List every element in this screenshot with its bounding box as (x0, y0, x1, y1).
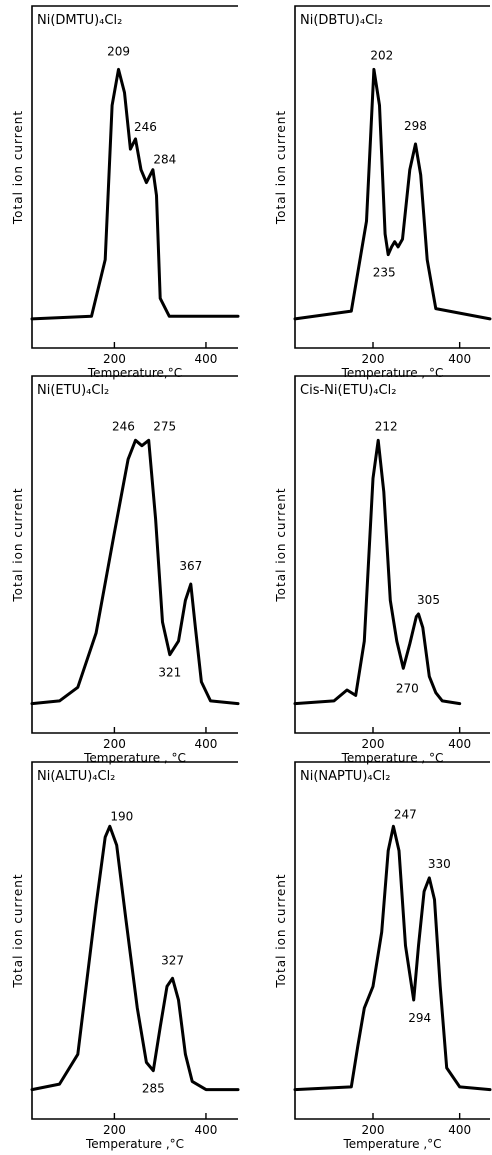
peak-label: 202 (370, 48, 393, 62)
chart-panel-3: Ni(ETU)₄Cl₂ Total ion current 200 400 Temper… (11, 375, 240, 765)
panel-title: Ni(DMTU)₄Cl₂ (37, 13, 122, 28)
peak-label: 235 (373, 266, 396, 280)
peak-label: 330 (428, 857, 451, 871)
panel-title: Ni(ALTU)₄Cl₂ (37, 769, 115, 784)
peak-label: 294 (408, 1011, 431, 1025)
peak-label: 321 (158, 666, 181, 680)
panel-title: Ni(DBTU)₄Cl₂ (300, 13, 383, 28)
peak-label: 246 (112, 419, 135, 433)
y-axis-label: Total ion current (274, 873, 288, 988)
x-tick-label: 400 (195, 352, 218, 366)
x-axis-label: Temperature,°C (87, 366, 182, 380)
x-axis-label: Temperature , °C (341, 366, 444, 380)
axis-frame (31, 761, 238, 1120)
peak-label: 190 (110, 809, 133, 823)
x-axis-label: Temperature , °C (83, 751, 186, 765)
panel-title: Cis-Ni(ETU)₄Cl₂ (300, 383, 396, 398)
peak-label: 285 (142, 1082, 165, 1096)
x-tick-label: 400 (448, 352, 471, 366)
chart-panel-6: Ni(NAPTU)₄Cl₂ Total ion current 200 400 Temp… (274, 761, 492, 1151)
x-tick-label: 200 (362, 737, 385, 751)
peak-label: 246 (134, 120, 157, 134)
peak-label: 327 (161, 953, 184, 967)
axis-frame (294, 5, 490, 349)
y-axis-label: Total ion current (11, 487, 25, 602)
ion-current-curve (30, 67, 240, 321)
x-tick-label: 200 (362, 352, 385, 366)
peak-label: 305 (417, 593, 440, 607)
x-axis-label: Temperature , °C (341, 751, 444, 765)
peak-label: 298 (404, 119, 427, 133)
peak-label: 367 (179, 559, 202, 573)
chart-panel-4: Cis-Ni(ETU)₄Cl₂ Total ion current 200 400 Te… (274, 375, 490, 765)
ion-current-curve (293, 67, 492, 321)
y-axis-label: Total ion current (11, 873, 25, 988)
peak-label: 209 (107, 44, 130, 58)
x-tick-label: 400 (195, 1123, 218, 1137)
peak-label: 247 (394, 807, 417, 821)
chart-panel-1: Ni(DMTU)₄Cl₂ Total ion current 200 400 Tempe… (11, 5, 240, 380)
axis-frame (31, 5, 238, 349)
chart-panel-5: Ni(ALTU)₄Cl₂ Total ion current 200 400 Tempe… (11, 761, 240, 1151)
x-tick-label: 200 (103, 1123, 126, 1137)
y-axis-label: Total ion current (274, 110, 288, 225)
ion-current-curve (30, 438, 240, 706)
ion-current-curve (293, 824, 492, 1092)
x-tick-label: 400 (448, 1123, 471, 1137)
peak-label: 212 (375, 419, 398, 433)
panel-title: Ni(NAPTU)₄Cl₂ (300, 769, 391, 784)
y-axis-label: Total ion current (11, 110, 25, 225)
ion-current-curve (293, 438, 462, 706)
axis-frame (294, 375, 490, 734)
panel-title: Ni(ETU)₄Cl₂ (37, 383, 109, 398)
x-tick-label: 200 (103, 737, 126, 751)
peak-label: 275 (153, 419, 176, 433)
x-tick-label: 400 (448, 737, 471, 751)
peak-label: 284 (153, 153, 176, 167)
x-tick-label: 200 (103, 352, 126, 366)
axis-frame (294, 761, 490, 1120)
axis-frame (31, 375, 238, 734)
x-axis-label: Temperature ,°C (342, 1137, 441, 1151)
y-axis-label: Total ion current (274, 487, 288, 602)
x-tick-label: 400 (195, 737, 218, 751)
chart-panel-2: Ni(DBTU)₄Cl₂ Total ion current 200 400 Tempe… (274, 5, 492, 380)
x-axis-label: Temperature ,°C (85, 1137, 184, 1151)
peak-label: 270 (396, 681, 419, 695)
ion-current-curve (30, 824, 240, 1092)
x-tick-label: 200 (362, 1123, 385, 1137)
